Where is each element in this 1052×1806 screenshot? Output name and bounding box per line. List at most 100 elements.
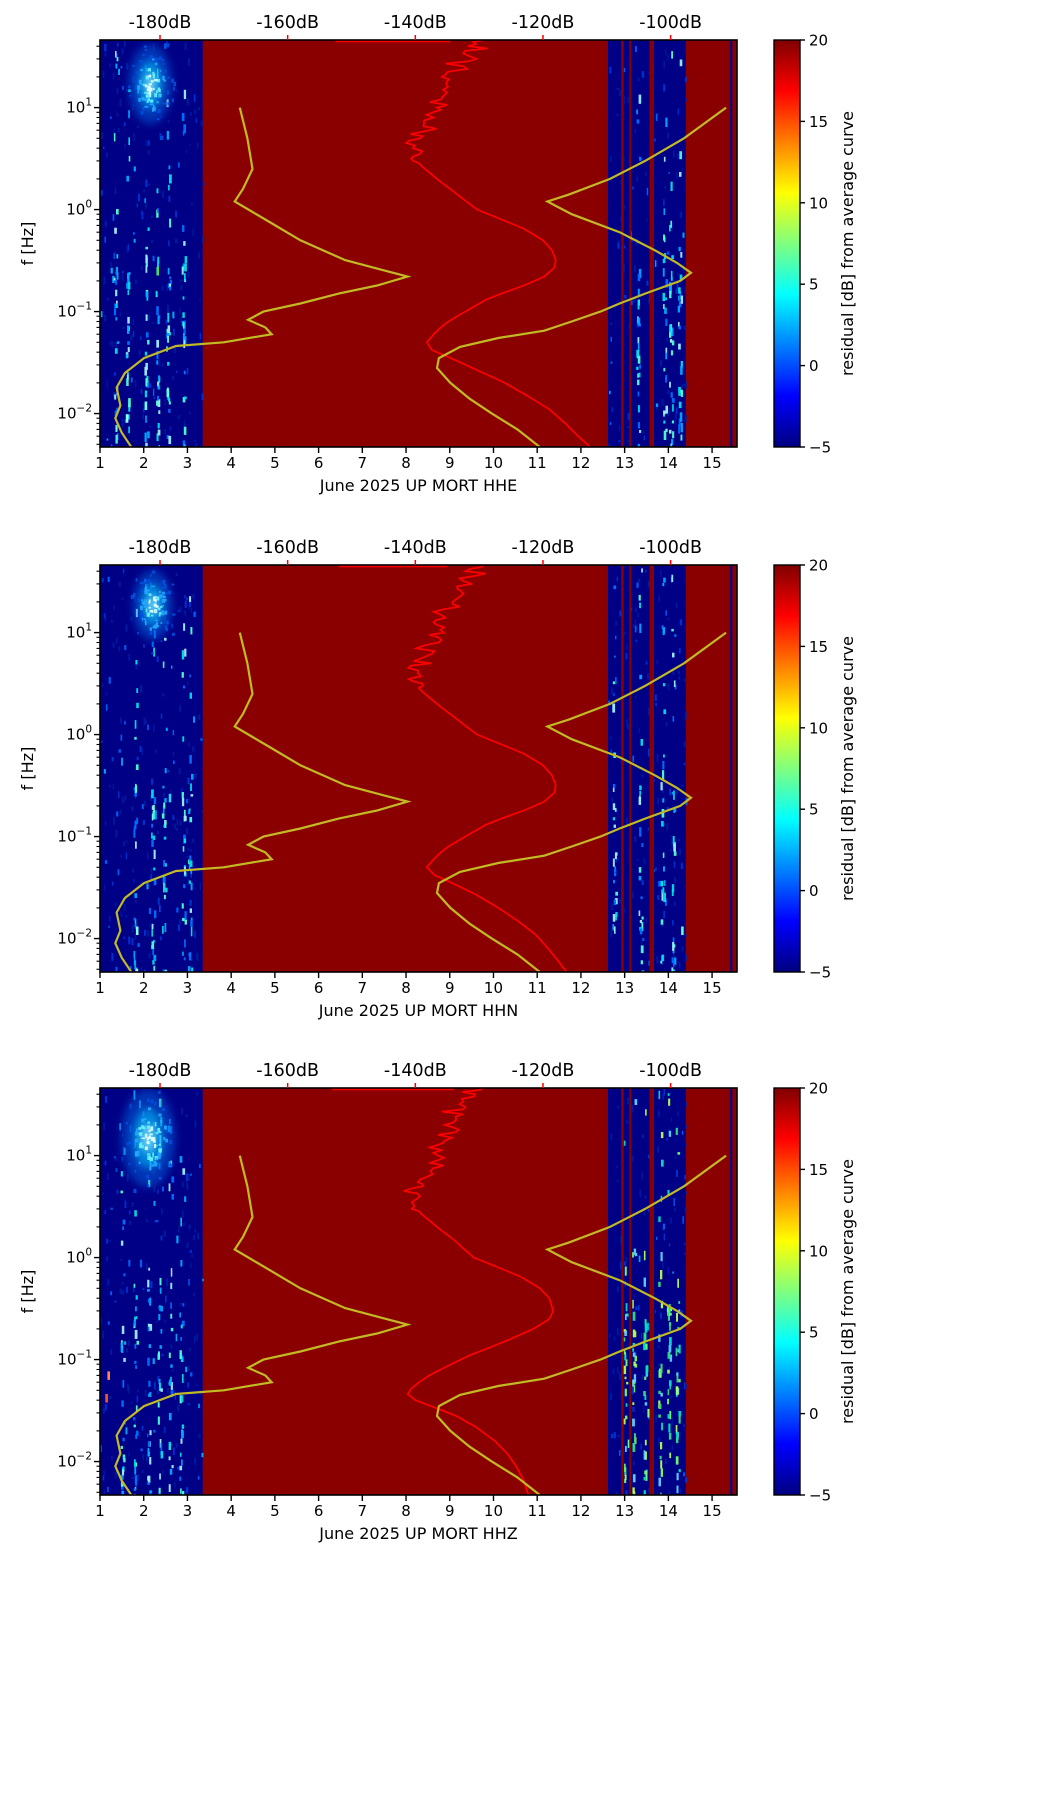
x-axis-label: June 2025 UP MORT HHE <box>319 476 518 495</box>
x-tick-label: 1 <box>95 979 105 997</box>
x-tick-label: 8 <box>401 454 411 472</box>
colorbar-border <box>773 39 801 448</box>
top-db-label: -100dB <box>639 1061 702 1081</box>
x-tick-label: 5 <box>270 454 280 472</box>
x-tick-label: 3 <box>183 979 193 997</box>
y-tick-label: 10−1 <box>57 826 92 846</box>
top-db-label: -120dB <box>512 13 575 33</box>
x-tick-label: 2 <box>139 454 149 472</box>
x-tick-label: 9 <box>445 1502 455 1520</box>
x-tick-label: 4 <box>226 1502 236 1520</box>
y-tick-label: 101 <box>66 97 92 117</box>
y-tick-label: 10−2 <box>57 403 92 423</box>
x-tick-label: 10 <box>484 1502 503 1520</box>
x-tick-label: 11 <box>528 454 547 472</box>
colorbar-border <box>773 1087 801 1496</box>
x-axis-label: June 2025 UP MORT HHN <box>318 1001 518 1020</box>
colorbar-label: residual [dB] from average curve <box>838 636 857 901</box>
y-axis-label: f [Hz] <box>18 222 37 266</box>
x-tick-label: 14 <box>659 979 678 997</box>
y-tick-label: 10−1 <box>57 301 92 321</box>
heatmap-HHN <box>100 565 737 972</box>
colorbar-tick-label: 5 <box>809 801 819 819</box>
y-axis-label: f [Hz] <box>18 747 37 791</box>
colorbar-tick-label: −5 <box>809 439 831 457</box>
colorbar-tick-label: 0 <box>809 882 819 900</box>
x-tick-label: 10 <box>484 454 503 472</box>
red-gap-line <box>629 1088 632 1495</box>
x-tick-label: 7 <box>358 979 368 997</box>
top-db-label: -120dB <box>512 1061 575 1081</box>
top-db-label: -140dB <box>384 538 447 558</box>
colorbar <box>774 565 800 972</box>
colorbar-tick-label: 10 <box>809 194 828 212</box>
colorbar-tick-label: 20 <box>809 32 828 50</box>
speckle-layer <box>100 1088 688 1495</box>
x-tick-label: 8 <box>401 979 411 997</box>
curves-layer <box>114 565 727 972</box>
top-db-label: -160dB <box>256 1061 319 1081</box>
low-residual-band <box>608 40 686 447</box>
red-gap-line <box>629 40 632 447</box>
colorbar-tick-label: 5 <box>809 276 819 294</box>
y-tick-label: 100 <box>66 199 92 219</box>
low-noise-model-curve <box>114 632 412 972</box>
x-tick-label: 5 <box>270 979 280 997</box>
top-db-label: -140dB <box>384 1061 447 1081</box>
red-gap-line <box>649 1088 654 1495</box>
x-tick-label: 3 <box>183 1502 193 1520</box>
x-tick-label: 10 <box>484 979 503 997</box>
red-gap-line <box>649 40 654 447</box>
colorbar-label: residual [dB] from average curve <box>838 111 857 376</box>
low-residual-band <box>608 565 686 972</box>
x-tick-label: 15 <box>703 454 722 472</box>
colorbar-tick-label: −5 <box>809 964 831 982</box>
top-db-label: -180dB <box>129 13 192 33</box>
colorbar-tick-label: −5 <box>809 1487 831 1505</box>
curves-layer <box>114 40 727 447</box>
x-tick-label: 11 <box>528 1502 547 1520</box>
high-noise-model-curve <box>435 631 727 972</box>
thin-navy-line <box>730 1088 733 1495</box>
plot-border <box>99 564 738 973</box>
colorbar-tick-label: 5 <box>809 1324 819 1342</box>
x-tick-label: 3 <box>183 454 193 472</box>
x-tick-label: 1 <box>95 454 105 472</box>
high-noise-model-curve <box>435 1154 727 1495</box>
curves-layer <box>114 1088 727 1495</box>
y-tick-label: 10−2 <box>57 1451 92 1471</box>
colorbar-tick-label: 0 <box>809 357 819 375</box>
psd-median-curve <box>406 565 568 972</box>
x-tick-label: 15 <box>703 1502 722 1520</box>
x-tick-label: 15 <box>703 979 722 997</box>
x-tick-label: 2 <box>139 979 149 997</box>
thin-navy-line <box>730 565 733 972</box>
top-db-label: -100dB <box>639 13 702 33</box>
colorbar-tick-label: 15 <box>809 638 828 656</box>
x-tick-label: 4 <box>226 454 236 472</box>
plot-border <box>99 39 738 448</box>
colorbar-label: residual [dB] from average curve <box>838 1159 857 1424</box>
y-tick-label: 100 <box>66 1247 92 1267</box>
top-db-label: -180dB <box>129 1061 192 1081</box>
x-tick-label: 12 <box>571 1502 590 1520</box>
top-db-label: -180dB <box>129 538 192 558</box>
interference-blob <box>128 43 176 140</box>
colorbar <box>774 40 800 447</box>
colorbar <box>774 1088 800 1495</box>
y-tick-label: 10−1 <box>57 1349 92 1369</box>
heatmap-HHZ <box>100 1088 737 1495</box>
red-gap-line <box>621 1088 624 1495</box>
y-tick-label: 10−2 <box>57 928 92 948</box>
y-tick-label: 100 <box>66 724 92 744</box>
plot-border <box>99 1087 738 1496</box>
colorbar-tick-label: 10 <box>809 719 828 737</box>
red-gap-line <box>621 40 624 447</box>
interference-blob <box>130 569 176 655</box>
x-tick-label: 8 <box>401 1502 411 1520</box>
x-tick-label: 6 <box>314 454 324 472</box>
x-tick-label: 6 <box>314 1502 324 1520</box>
colorbar-tick-label: 15 <box>809 1161 828 1179</box>
